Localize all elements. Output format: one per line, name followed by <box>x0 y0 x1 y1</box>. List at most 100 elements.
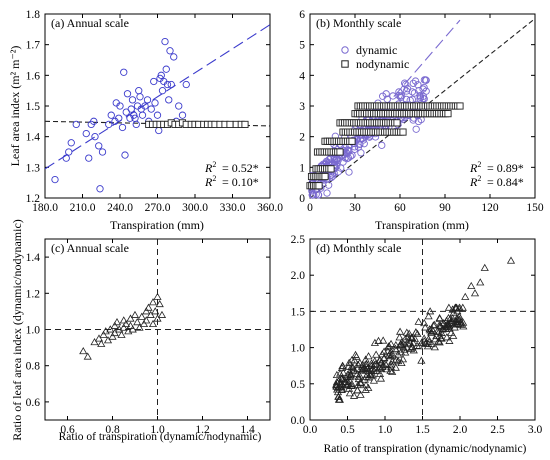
r2-value: = 0.84* <box>487 175 524 189</box>
panel-b-title: (b) Monthly scale <box>316 16 401 30</box>
data-point-circle <box>123 90 132 98</box>
data-point-triangle <box>343 370 352 378</box>
data-point-circle <box>127 105 135 113</box>
data-point-triangle <box>378 350 387 358</box>
data-point-circle <box>118 123 127 132</box>
x-tick-label: 0.0 <box>303 424 318 436</box>
data-point-triangle <box>434 327 444 335</box>
data-point-circle <box>402 80 410 89</box>
data-point-triangle <box>394 350 403 358</box>
x-tick-label: 2.0 <box>453 424 468 436</box>
data-point-triangle <box>339 375 348 383</box>
r2-symbol: R2 <box>469 174 481 189</box>
panel-b-x-axis-label: Transpiration (mm) <box>375 218 469 232</box>
data-point-triangle <box>355 371 364 379</box>
data-point-circle <box>91 133 99 141</box>
data-point-triangle <box>424 335 433 343</box>
data-point-triangle <box>443 320 452 328</box>
data-point-triangle <box>428 326 438 335</box>
data-point-triangle <box>421 323 430 331</box>
data-point-triangle <box>506 256 516 264</box>
data-point-triangle <box>344 384 354 392</box>
data-point-circle <box>357 149 365 157</box>
data-point-triangle <box>434 337 443 345</box>
data-point-triangle <box>435 314 444 322</box>
data-point-triangle <box>377 364 386 372</box>
panel-a-x-axis-label: Transpiration (mm) <box>110 218 204 232</box>
data-point-triangle <box>117 330 126 338</box>
panel-d-ticks: 0.0 0.5 1.0 1.5 2.0 2.5 3.0 0.0 0.5 1.0 1.5 2.0 2.5 <box>291 234 543 436</box>
x-tick-label: 150 <box>526 202 544 214</box>
data-point-circle <box>128 96 137 104</box>
data-point-circle <box>389 92 397 100</box>
data-point-circle <box>167 80 175 89</box>
panel-a-r2-dynamic: R2 = 0.52* <box>204 160 259 175</box>
data-point-circle <box>379 92 387 100</box>
data-point-triangle <box>454 319 463 327</box>
data-point-circle <box>396 92 405 100</box>
y-tick-label: 6 <box>299 9 305 21</box>
data-point-circle <box>400 85 408 93</box>
data-point-triangle <box>480 263 489 271</box>
data-point-triangle <box>364 383 373 391</box>
data-point-triangle <box>110 328 119 337</box>
data-point-circle <box>182 80 190 89</box>
data-point-triangle <box>386 352 395 360</box>
data-point-circle <box>67 139 75 147</box>
data-point-triangle <box>383 346 392 355</box>
panel-c-x-axis-label: Ratio of transpiration (dynamic/nodynami… <box>59 431 262 443</box>
data-point-triangle <box>119 316 128 324</box>
data-point-circle <box>151 99 159 107</box>
data-point-triangle <box>424 312 433 320</box>
panel-c-title: (c) Annual scale <box>51 241 129 255</box>
data-point-triangle <box>157 310 167 318</box>
data-point-triangle <box>395 341 404 349</box>
x-tick-label: 180.0 <box>32 202 58 214</box>
data-point-circle <box>330 160 339 168</box>
data-point-triangle <box>153 314 162 322</box>
data-point-triangle <box>396 327 405 335</box>
data-point-square <box>241 120 249 128</box>
data-point-circle <box>150 77 158 86</box>
data-point-square <box>315 182 323 190</box>
data-point-triangle <box>377 358 386 366</box>
data-point-triangle <box>137 312 146 320</box>
data-point-triangle <box>332 378 341 386</box>
data-point-triangle <box>467 281 476 290</box>
x-tick-label: 270.0 <box>145 202 171 214</box>
data-point-circle <box>107 111 115 119</box>
x-tick-label: 0 <box>307 202 313 214</box>
data-point-triangle <box>155 299 164 308</box>
data-point-square <box>327 165 335 173</box>
data-point-triangle <box>336 369 345 377</box>
data-point-circle <box>135 87 143 95</box>
data-point-triangle <box>398 340 407 349</box>
data-point-triangle <box>126 314 135 322</box>
y-tick-label: 1.2 <box>26 193 41 205</box>
data-point-triangle <box>135 323 144 331</box>
x-tick-label: 300.0 <box>182 202 208 214</box>
x-tick-label: 0.5 <box>340 424 355 436</box>
panel-b-ticks: 0 30 60 90 120 150 0 1 2 3 4 5 6 <box>299 9 544 214</box>
data-point-triangle <box>139 319 149 328</box>
x-tick-label: 60 <box>394 202 406 214</box>
data-point-triangle <box>386 349 395 357</box>
data-point-circle <box>412 125 420 133</box>
data-point-triangle <box>371 359 380 368</box>
data-point-triangle <box>337 363 347 372</box>
data-point-triangle <box>101 327 110 335</box>
data-point-triangle <box>417 338 426 346</box>
data-point-circle <box>155 126 163 135</box>
x-tick-label: 0.6 <box>60 424 75 436</box>
data-point-triangle <box>347 365 356 373</box>
data-point-triangle <box>356 378 365 386</box>
data-point-triangle <box>409 339 418 347</box>
data-point-triangle <box>452 303 461 311</box>
data-point-triangle <box>413 329 422 337</box>
r2-symbol: R2 <box>204 174 216 189</box>
data-point-triangle <box>379 354 389 362</box>
panel-a-fit-lines <box>44 24 271 170</box>
data-point-triangle <box>110 321 119 329</box>
legend-label-nodynamic: nodynamic <box>356 57 409 71</box>
legend-square-marker <box>341 60 349 68</box>
